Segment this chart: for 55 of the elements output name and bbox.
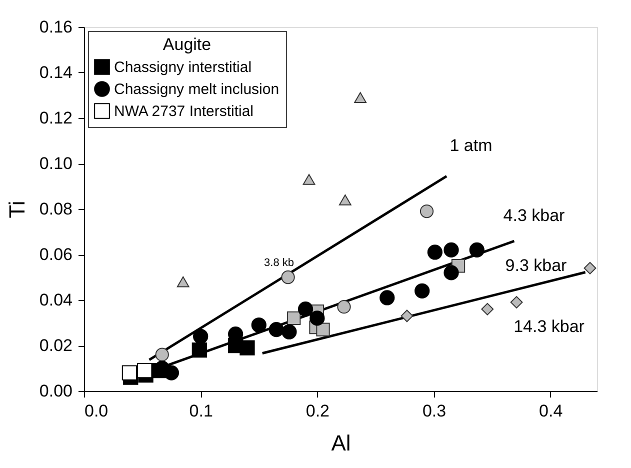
point xyxy=(298,302,314,317)
legend-label: Chassigny interstitial xyxy=(114,59,252,76)
x-tick-label: 0.4 xyxy=(539,402,563,420)
y-tick-label: 0.14 xyxy=(39,63,72,82)
y-tick-label: 0.06 xyxy=(39,245,72,264)
annotation: 1 atm xyxy=(450,136,492,155)
point xyxy=(302,174,316,185)
point xyxy=(400,310,414,322)
point xyxy=(469,242,484,258)
x-tick-label: 0.3 xyxy=(422,402,446,420)
point xyxy=(281,270,295,284)
point xyxy=(444,242,459,258)
point xyxy=(354,92,367,103)
x-tick-label: 0.0 xyxy=(84,402,108,420)
point xyxy=(510,296,523,308)
point xyxy=(192,342,207,358)
point xyxy=(380,290,395,306)
point xyxy=(122,365,138,380)
legend-label: NWA 2737 Interstitial xyxy=(114,103,254,120)
point xyxy=(287,311,301,326)
point xyxy=(282,324,297,340)
point xyxy=(268,322,284,338)
point xyxy=(310,310,325,326)
point xyxy=(316,322,330,336)
point xyxy=(427,244,443,260)
y-tick-label: 0.16 xyxy=(39,18,72,36)
x-axis-title: Al xyxy=(331,430,351,456)
point xyxy=(444,265,459,280)
point xyxy=(414,283,430,298)
y-tick-label: 0.12 xyxy=(39,108,72,128)
point xyxy=(481,302,494,316)
y-tick-label: 0.04 xyxy=(39,290,72,310)
y-tick-label: 0.10 xyxy=(39,154,72,173)
point xyxy=(420,204,434,218)
legend-title: Augite xyxy=(162,35,212,54)
y-axis-title: Ti xyxy=(4,200,30,218)
point xyxy=(584,262,596,274)
point xyxy=(137,362,152,378)
y-tick-label: 0.08 xyxy=(39,200,72,218)
annotation: 4.3 kbar xyxy=(503,206,566,225)
x-tick-label: 0.1 xyxy=(189,402,213,420)
point xyxy=(176,276,190,288)
point xyxy=(240,340,255,356)
point xyxy=(155,348,169,362)
annotation: 3.8 kb xyxy=(264,257,294,269)
legend-label: Chassigny melt inclusion xyxy=(114,81,280,98)
point xyxy=(251,317,266,333)
annotation: 9.3 kbar xyxy=(505,256,568,275)
point xyxy=(193,328,208,344)
annotation: 14.3 kbar xyxy=(514,317,585,336)
point xyxy=(338,194,352,206)
y-tick-label: 0.02 xyxy=(39,336,72,355)
x-tick-label: 0.2 xyxy=(306,402,330,420)
point xyxy=(337,300,351,314)
y-tick-label: 0.00 xyxy=(39,382,72,400)
